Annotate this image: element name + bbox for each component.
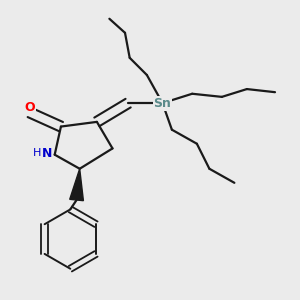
Polygon shape: [70, 169, 83, 201]
Text: H: H: [33, 148, 42, 158]
Text: Sn: Sn: [154, 97, 171, 110]
Text: N: N: [42, 147, 52, 160]
Text: O: O: [24, 101, 35, 114]
